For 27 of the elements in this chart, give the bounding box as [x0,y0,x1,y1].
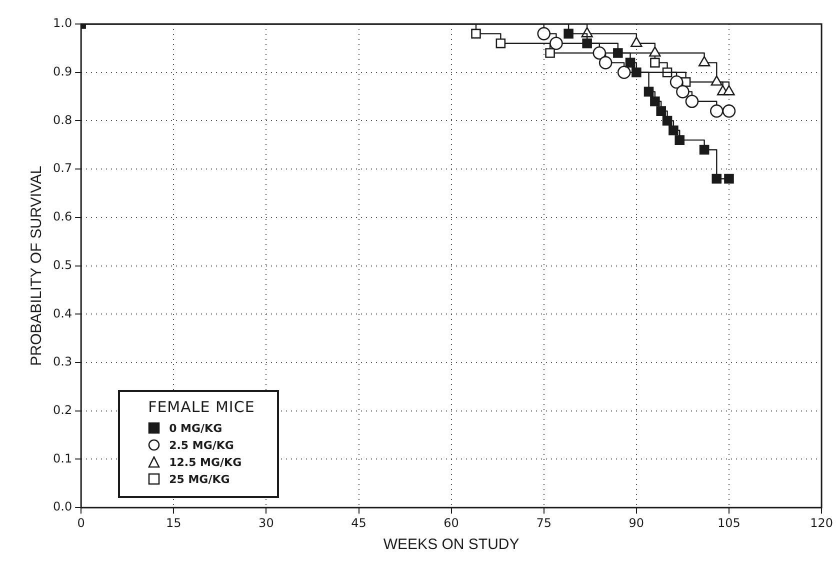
y-tick-label: 1.0 [52,16,72,30]
x-tick-label: 90 [628,516,644,530]
x-tick-label: 15 [166,516,182,530]
legend-title: FEMALE MICE [148,398,255,416]
x-tick-label: 45 [351,516,366,530]
y-tick-label: 0.5 [52,258,72,272]
x-tick-label: 120 [810,516,833,530]
legend-label: 2.5 MG/KG [169,438,234,452]
y-tick-label: 0.3 [52,354,72,369]
y-tick-label: 0.6 [52,210,72,224]
legend-label: 25 MG/KG [169,472,230,486]
x-axis-title: WEEKS ON STUDY [383,536,520,554]
legend-label: 12.5 MG/KG [169,456,242,469]
y-tick-label: 0.8 [52,112,72,127]
y-tick-label: 0.0 [52,500,72,514]
y-tick-label: 0.2 [52,403,72,418]
x-tick-label: 0 [77,516,85,530]
legend-label: 0 MG/KG [169,422,222,435]
y-tick-label: 0.7 [52,161,72,176]
x-tick-label: 75 [536,516,552,530]
y-tick-label: 0.9 [52,64,72,78]
x-tick-label: 105 [718,516,740,530]
y-tick-label: 0.1 [52,451,72,466]
y-axis-title: PROBABILITY OF SURVIVAL [28,166,46,366]
y-tick-label: 0.4 [52,306,72,320]
x-tick-label: 60 [444,516,459,530]
x-tick-label: 30 [258,516,274,530]
